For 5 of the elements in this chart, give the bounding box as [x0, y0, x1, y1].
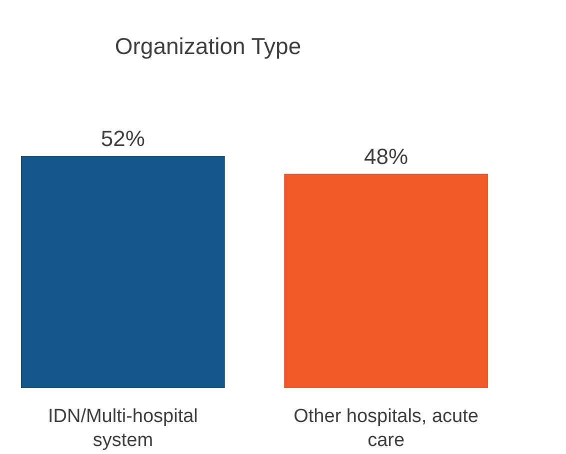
data-label: 52%	[100, 126, 145, 151]
chart-title: Organization Type	[114, 33, 302, 59]
x-tick-label: Other hospitals, acute care	[294, 406, 478, 451]
x-tick-label: IDN/Multi-hospital system	[48, 406, 198, 451]
data-label: 48%	[364, 144, 408, 169]
